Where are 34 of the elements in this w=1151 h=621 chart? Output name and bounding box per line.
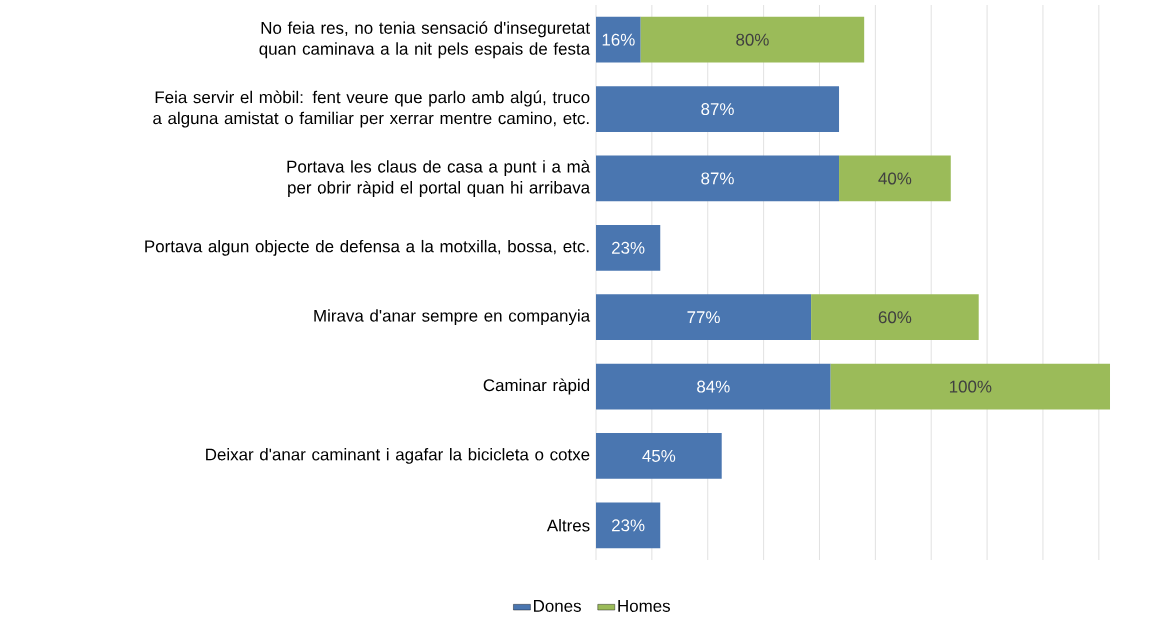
data-label: 23%: [612, 241, 645, 254]
bar: [839, 155, 951, 202]
y-tick-label: Mirava d'anar sempre en companyia: [314, 309, 591, 326]
data-label: 84%: [697, 380, 730, 393]
bar: [596, 86, 840, 132]
data-label: 16%: [602, 33, 635, 46]
bar: [596, 224, 661, 271]
data-label: 60%: [878, 311, 912, 324]
data-label: 80%: [736, 33, 769, 46]
data-label: 45%: [642, 449, 676, 462]
bar: [596, 363, 831, 410]
data-label: 87%: [701, 172, 734, 185]
bar: [596, 433, 722, 479]
bar: [596, 502, 661, 549]
legend-label: Dones: [534, 600, 581, 612]
bar: [596, 16, 641, 63]
data-label: 23%: [612, 519, 645, 532]
y-tick-label: Altres: [546, 519, 590, 532]
data-label: 100%: [949, 380, 992, 393]
y-tick-label: Caminar ràpid: [483, 378, 590, 395]
y-tick-label: Portava algun objecte de defensa a la motxilla, bossa, etc.: [145, 239, 589, 256]
bar: [596, 155, 840, 202]
y-tick-label: Deixar d'anar caminant i agafar la bicicleta o cotxe: [206, 448, 590, 464]
y-tick-label: Feia servir el mòbil: fent veure que parlo amb algú, truco a alguna amistat o familiar per xerrar mentre camino, etc.: [153, 90, 590, 128]
y-tick-label: No feia res, no tenia sensació d'inseguretat quan caminava a la nit pels espais de festa: [259, 21, 591, 59]
data-label: 77%: [687, 311, 720, 324]
bar: [596, 294, 812, 341]
legend-label: Homes: [618, 600, 670, 612]
data-label: 87%: [701, 103, 734, 116]
bar: [830, 363, 1111, 410]
bar: [811, 294, 979, 341]
bar: [640, 16, 865, 63]
y-tick-label: Portava les claus de casa a punt i a mà per obrir ràpid el portal quan hi arribava: [287, 159, 591, 197]
data-label: 40%: [878, 172, 912, 185]
